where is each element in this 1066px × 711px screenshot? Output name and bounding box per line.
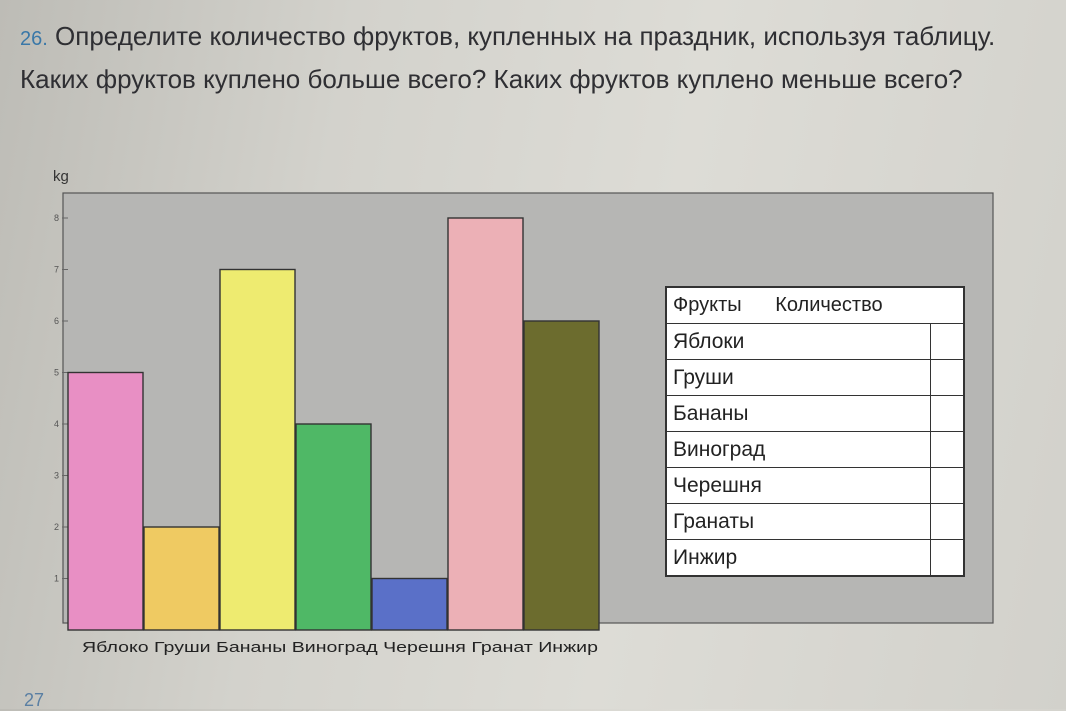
next-task-number: 27: [24, 690, 45, 710]
table-header-row: Фрукты Количество: [665, 286, 965, 324]
fruit-name: Виноград: [665, 431, 931, 468]
category-label: Инжир: [533, 639, 598, 656]
table-row: Бананы: [665, 395, 965, 432]
y-tick-label: 6: [54, 316, 59, 326]
quantity-cell[interactable]: [929, 431, 965, 468]
quantity-cell[interactable]: [929, 323, 965, 360]
category-label: Черешня: [378, 639, 466, 656]
bar-2: [143, 526, 220, 631]
table-row: Яблоки: [665, 323, 965, 360]
category-label: Бананы: [211, 639, 287, 656]
category-label: Гранат: [466, 639, 533, 656]
task-text: 26. Определите количество фруктов, купле…: [20, 16, 1040, 99]
fruit-name: Гранаты: [665, 503, 931, 540]
category-label-row: Яблоко Груши Бананы Виноград Черешня Гра…: [82, 639, 598, 656]
table-row: Гранаты: [665, 503, 965, 540]
category-labels: Яблоко Груши Бананы Виноград Черешня Гра…: [82, 639, 598, 656]
task-body: Определите количество фруктов, купленных…: [20, 21, 996, 94]
quantity-cell[interactable]: [929, 503, 965, 540]
fruit-name: Груши: [665, 359, 931, 396]
quantity-cell[interactable]: [929, 539, 965, 577]
y-tick-label: 1: [54, 574, 59, 584]
y-axis-ticks: 1 2 3 4 5 6 7 8: [54, 213, 68, 584]
category-label: Яблоко: [82, 639, 149, 656]
bar-4: [295, 423, 372, 631]
quantity-cell[interactable]: [929, 467, 965, 504]
y-tick-label: 2: [54, 522, 59, 532]
y-tick-label: 3: [54, 471, 59, 481]
task-number: 26.: [20, 28, 48, 50]
y-tick-label: 8: [54, 213, 59, 223]
fruit-name: Черешня: [665, 467, 931, 504]
quantity-cell[interactable]: [929, 359, 965, 396]
category-label: Виноград: [286, 639, 378, 656]
table-row: Инжир: [665, 539, 965, 577]
header-quantity: Количество: [775, 294, 883, 316]
header-fruits: Фрукты: [673, 294, 742, 316]
bar-5: [371, 577, 448, 631]
bar-1: [67, 371, 144, 631]
fruit-name: Яблоки: [665, 323, 931, 360]
fruit-name: Инжир: [665, 539, 931, 577]
bars: [67, 217, 600, 631]
table-row: Черешня: [665, 467, 965, 504]
bar-6: [447, 217, 524, 631]
category-label: Груши: [149, 639, 211, 656]
table-header: Фрукты Количество: [665, 286, 965, 324]
bar-7: [523, 320, 600, 631]
y-axis-label: kg: [53, 168, 69, 185]
table-row: Груши: [665, 359, 965, 396]
y-tick-label: 4: [54, 419, 59, 429]
quantity-cell[interactable]: [929, 395, 965, 432]
y-tick-label: 5: [54, 368, 59, 378]
y-tick-label: 7: [54, 265, 59, 275]
fruit-name: Бананы: [665, 395, 931, 432]
bar-3: [219, 268, 296, 631]
table-row: Виноград: [665, 431, 965, 468]
fruit-table: Фрукты Количество Яблоки Груши Бананы Ви…: [665, 286, 965, 577]
